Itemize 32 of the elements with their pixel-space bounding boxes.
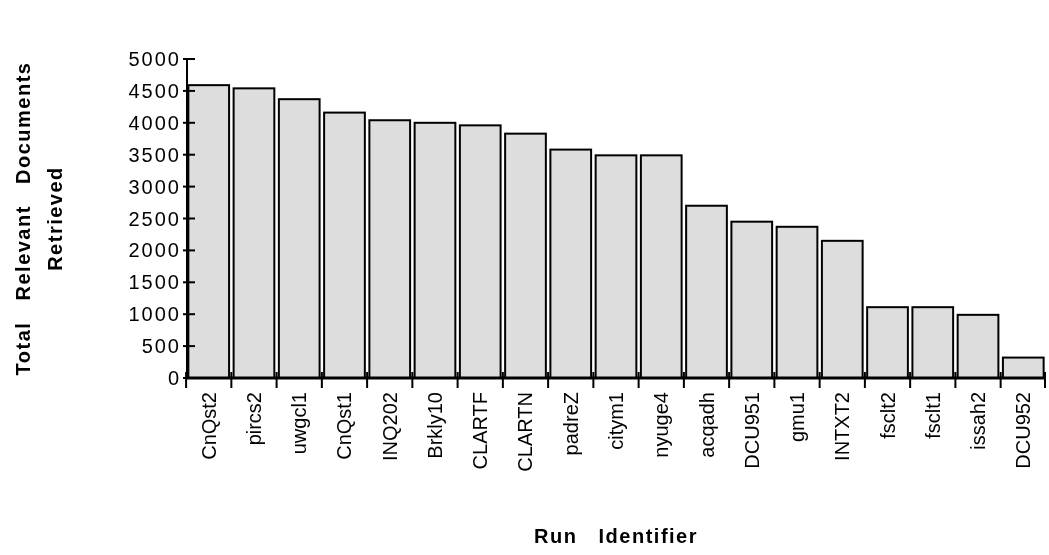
x-tick-label: uwgcl1: [288, 392, 311, 455]
x-tick-label: CLARTN: [514, 392, 537, 472]
y-tick-label: 1500: [128, 271, 181, 294]
y-tick-label: 0: [167, 367, 181, 389]
x-tick-label: gmu1: [786, 392, 809, 443]
x-tick-label: DCU951: [740, 392, 763, 469]
y-tick-label: 500: [141, 335, 181, 358]
x-tick-label: INTXT2: [831, 392, 854, 461]
x-tick-label: CnQst1: [333, 392, 356, 460]
y-axis-title: Total Relevant Documents Retrieved: [12, 61, 66, 376]
y-tick-label: 4500: [128, 79, 181, 102]
y-tick-label: 4000: [128, 111, 181, 134]
y-tick-label: 1000: [128, 303, 181, 326]
x-tick-label: acqadh: [695, 392, 718, 458]
x-tick-label: issah2: [967, 392, 990, 450]
x-tick-label: pircs2: [242, 392, 265, 446]
y-tick-label: 2500: [128, 207, 181, 230]
x-tick-label: CnQst2: [197, 392, 220, 460]
x-tick-label: CLARTF: [469, 392, 492, 470]
x-tick-label: padreZ: [559, 392, 582, 456]
x-tick-label: fsclt1: [921, 392, 944, 439]
x-tick-label: INQ202: [378, 392, 401, 461]
x-tick-label: Brkly10: [423, 392, 446, 459]
x-tick-label: citym1: [605, 392, 627, 450]
x-axis-title: Run Identifier: [534, 525, 698, 547]
x-tick-label: fsclt2: [876, 392, 899, 439]
y-tick-label: 2000: [128, 239, 181, 262]
y-tick-label: 5000: [128, 48, 181, 70]
y-tick-label: 3500: [128, 143, 181, 166]
x-tick-label: nyuge4: [650, 392, 673, 458]
y-tick-label: 3000: [128, 175, 181, 198]
x-tick-label: DCU952: [1012, 392, 1035, 469]
